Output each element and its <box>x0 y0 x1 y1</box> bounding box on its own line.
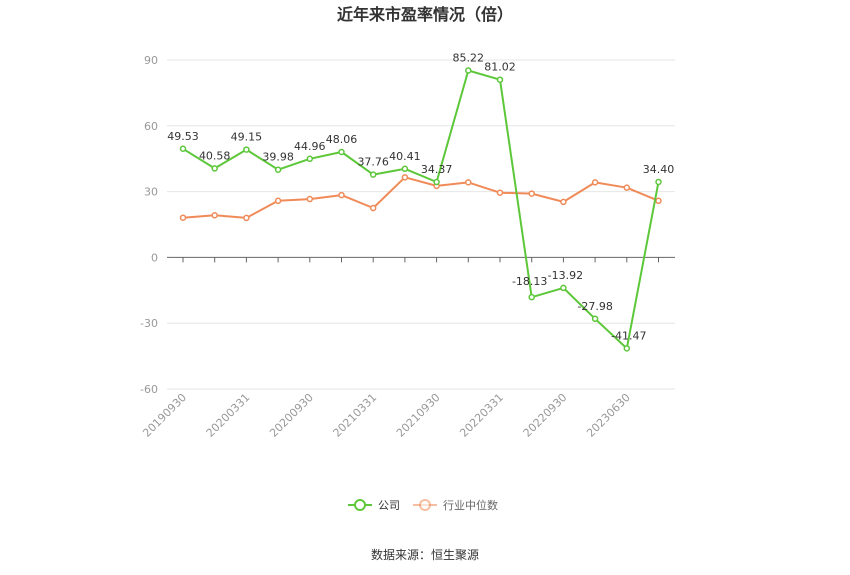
legend-item-company[interactable]: 公司 <box>348 499 400 512</box>
x-tick-label: 20210331 <box>331 391 380 440</box>
x-tick-label: 20200930 <box>267 391 316 440</box>
x-tick-label: 20220930 <box>521 391 570 440</box>
data-point <box>465 179 472 186</box>
data-point <box>496 189 504 196</box>
data-point <box>496 76 504 83</box>
data-point <box>306 195 314 203</box>
data-point <box>179 145 187 153</box>
data-point <box>465 67 472 74</box>
x-tick-label: 20200331 <box>204 391 253 440</box>
legend-item-industry-median[interactable]: 行业中位数 <box>413 498 498 512</box>
data-label: 44.96 <box>294 140 326 153</box>
x-tick-label: 20230630 <box>584 391 633 440</box>
data-label: -27.98 <box>577 300 612 313</box>
data-label: -41.47 <box>611 329 646 342</box>
data-point <box>623 184 631 191</box>
y-tick-label: 60 <box>144 120 158 133</box>
data-point <box>338 191 345 199</box>
data-point <box>591 179 599 186</box>
data-point <box>433 178 440 186</box>
data-point <box>179 214 187 221</box>
data-label: 40.58 <box>199 149 231 162</box>
y-tick-label: 90 <box>144 54 158 67</box>
series-group <box>179 67 662 352</box>
y-tick-label: -30 <box>140 317 158 330</box>
grid-lines <box>167 59 675 390</box>
data-point <box>560 198 567 206</box>
series-line-industry-median <box>182 176 659 219</box>
data-point <box>338 148 345 156</box>
data-label: -13.92 <box>548 269 583 282</box>
data-point <box>528 190 535 197</box>
x-tick-label: 20220331 <box>457 391 506 440</box>
data-label: 48.06 <box>326 133 358 146</box>
data-point <box>560 284 567 292</box>
data-point <box>591 315 599 323</box>
x-tick-label: 20190930 <box>140 391 189 440</box>
data-label: 85.22 <box>453 51 485 64</box>
data-point <box>401 174 409 181</box>
data-point <box>211 212 218 219</box>
legend-label: 行业中位数 <box>443 498 498 512</box>
x-axis: 20190930 20200331 20200930 20210331 20210930… <box>140 256 675 440</box>
data-label: 34.37 <box>421 163 453 176</box>
y-axis: -60 -30 0 30 60 90 <box>140 54 158 396</box>
data-label: 40.41 <box>389 150 421 163</box>
legend-circle-icon <box>354 499 366 511</box>
data-point <box>274 197 282 205</box>
data-point <box>401 165 409 173</box>
legend-label: 公司 <box>378 499 400 512</box>
data-point <box>623 345 631 352</box>
data-label: -18.13 <box>512 275 547 288</box>
data-point <box>528 293 535 301</box>
y-tick-label: 0 <box>151 251 158 264</box>
data-point <box>655 178 662 186</box>
data-label: 49.53 <box>167 130 199 143</box>
legend-circle-icon <box>419 499 431 511</box>
y-tick-label: -60 <box>140 383 158 396</box>
source-note: 数据来源：恒生聚源 <box>371 547 479 562</box>
data-label: 49.15 <box>231 131 263 144</box>
y-tick-label: 30 <box>144 186 158 199</box>
data-point <box>306 155 314 163</box>
data-point <box>211 165 218 172</box>
data-label: 34.40 <box>643 163 675 176</box>
data-point <box>274 166 282 173</box>
data-label: 81.02 <box>484 61 516 74</box>
data-point <box>369 171 377 178</box>
x-tick-label: 20210930 <box>394 391 443 440</box>
chart-title: 近年来市盈率情况（倍） <box>337 5 513 24</box>
data-point <box>655 197 662 205</box>
data-point <box>243 146 250 153</box>
data-point <box>369 204 377 212</box>
data-label: 39.98 <box>262 151 294 164</box>
data-label: 37.76 <box>357 156 389 169</box>
series-line-company <box>182 69 660 350</box>
legend[interactable]: 公司 行业中位数 <box>348 498 498 512</box>
data-point <box>243 214 250 222</box>
